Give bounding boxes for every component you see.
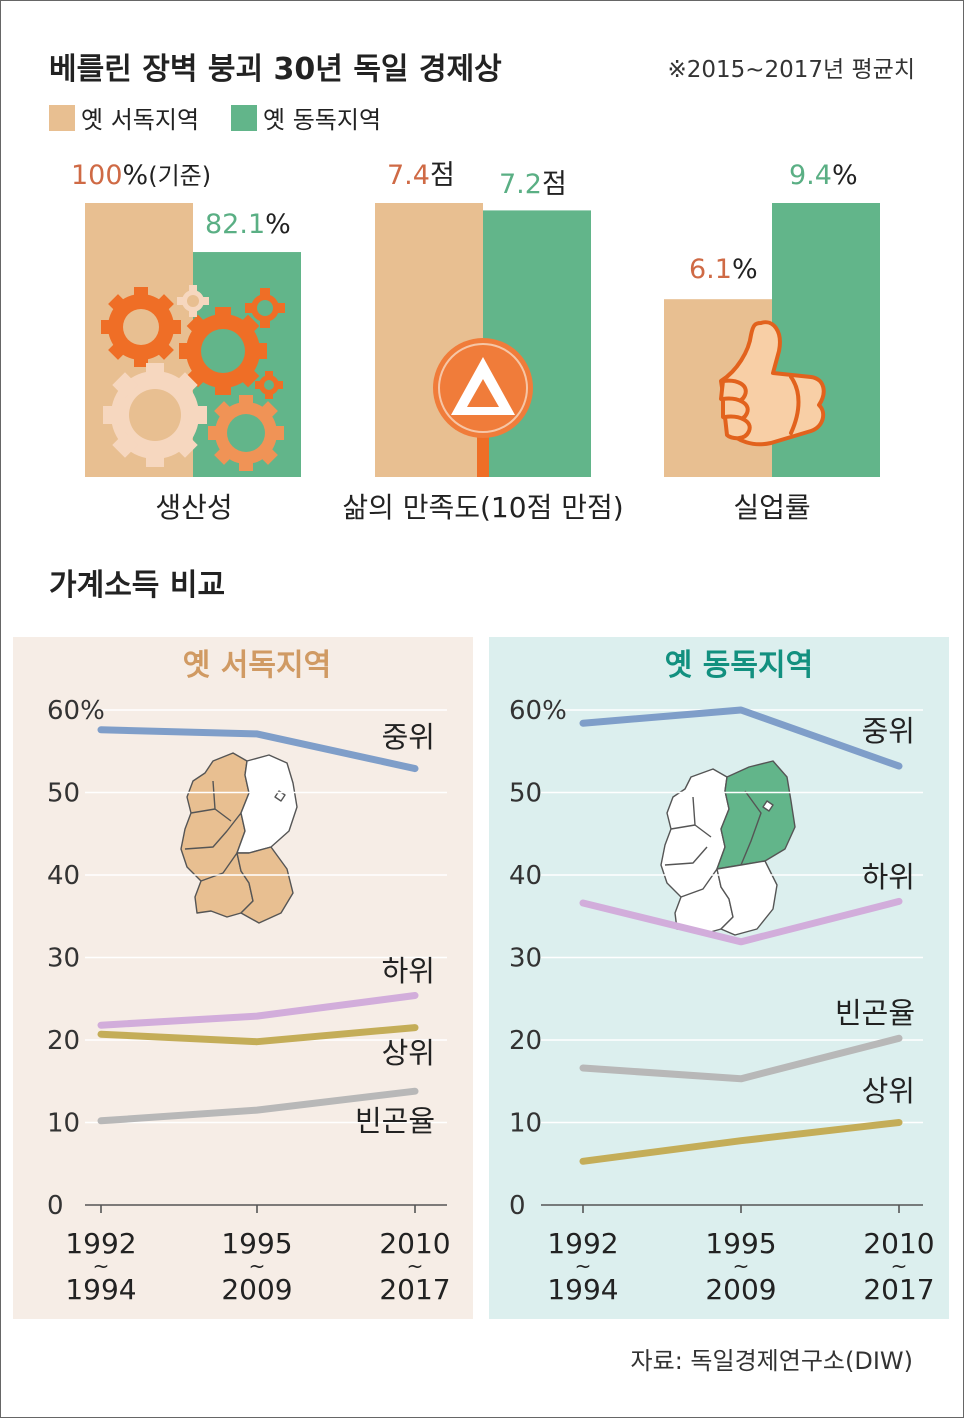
series-label-lower: 하위 bbox=[862, 860, 915, 894]
value-number-satisfaction-west: 7.4 bbox=[387, 160, 430, 191]
category-label-unemployment: 실업률 bbox=[733, 491, 810, 524]
series-line-median bbox=[579, 706, 903, 770]
germany-map-icon bbox=[180, 752, 298, 924]
value-unit-productivity-east: % bbox=[265, 209, 291, 240]
germany-map-icon bbox=[660, 760, 796, 936]
value-number-productivity-west: 100 bbox=[71, 160, 123, 191]
panel-west: 옛 서독지역 0 10 20 30 40 50 60% 1992 ~1994 1995 ~2009 2… bbox=[13, 637, 473, 1319]
legend-label-west: 옛 서독지역 bbox=[81, 106, 199, 134]
value-unit-satisfaction-west: 점 bbox=[430, 160, 455, 191]
series-label-poverty: 빈곤율 bbox=[355, 1104, 435, 1138]
bar-group-productivity: 100%(기준) 82.1% 생산성 bbox=[71, 160, 301, 524]
value-label-unemployment-west: 6.1% bbox=[689, 254, 758, 285]
series-line-lower bbox=[97, 992, 419, 1029]
bar-group-unemployment: 6.1% 9.4% 실업률 bbox=[664, 160, 880, 524]
panel-east-title: 옛 동독지역 bbox=[665, 648, 813, 683]
value-label-satisfaction-west: 7.4점 bbox=[387, 160, 455, 191]
value-label-satisfaction-east: 7.2점 bbox=[499, 169, 567, 200]
series-label-poverty: 빈곤율 bbox=[835, 996, 915, 1030]
panel-east: 옛 동독지역 0 10 20 30 40 50 60% 1992 ~1994 1995 ~2009 2… bbox=[489, 637, 949, 1319]
y-tick-label: 40 bbox=[47, 861, 80, 891]
y-tick-label: 60% bbox=[509, 696, 567, 726]
value-label-productivity-east: 82.1% bbox=[205, 209, 291, 240]
y-tick-label: 10 bbox=[47, 1109, 80, 1139]
x-tick-label: 1995 ~2009 bbox=[221, 1227, 292, 1306]
series-line-upper bbox=[97, 1024, 419, 1046]
series-line-lower bbox=[579, 897, 903, 946]
y-tick-label: 50 bbox=[47, 779, 80, 809]
legend-label-east: 옛 동독지역 bbox=[263, 106, 381, 134]
period-note: ※2015~2017년 평균치 bbox=[667, 57, 915, 83]
value-unit-unemployment-east: % bbox=[832, 160, 858, 191]
category-label-productivity: 생산성 bbox=[155, 491, 232, 524]
section-title-income: 가계소득 비교 bbox=[49, 568, 225, 603]
y-tick-label: 40 bbox=[509, 861, 542, 891]
source-note: 자료: 독일경제연구소(DIW) bbox=[631, 1347, 913, 1375]
y-tick-label: 0 bbox=[47, 1191, 64, 1221]
y-tick-label: 50 bbox=[509, 779, 542, 809]
x-tick-label: 1992 ~1994 bbox=[65, 1227, 136, 1306]
panel-west-title: 옛 서독지역 bbox=[183, 648, 331, 683]
thumbs-up-icon bbox=[719, 320, 826, 447]
gear-icon bbox=[101, 285, 285, 471]
bar-satisfaction-west bbox=[375, 203, 483, 477]
sign-icon bbox=[433, 338, 533, 477]
y-tick-label: 30 bbox=[509, 944, 542, 974]
value-label-productivity-west: 100%(기준) bbox=[71, 160, 211, 191]
y-tick-label: 20 bbox=[47, 1026, 80, 1056]
series-line-poverty bbox=[579, 1034, 903, 1083]
legend-swatch-east bbox=[231, 105, 257, 131]
axis-east: 0 10 20 30 40 50 60% 1992 ~1994 1995 ~2009 2010 ~201… bbox=[509, 696, 935, 1306]
value-suffix-productivity-west: (기준) bbox=[148, 162, 211, 190]
series-line-median bbox=[97, 726, 419, 773]
series-label-median: 중위 bbox=[862, 714, 915, 748]
legend: 옛 서독지역 옛 동독지역 bbox=[49, 105, 381, 134]
value-label-unemployment-east: 9.4% bbox=[789, 160, 858, 191]
value-unit-satisfaction-east: 점 bbox=[542, 169, 567, 200]
series-label-lower: 하위 bbox=[382, 954, 435, 988]
legend-swatch-west bbox=[49, 105, 75, 131]
value-number-unemployment-west: 6.1 bbox=[689, 254, 732, 285]
x-tick-label: 2010 ~2017 bbox=[379, 1227, 450, 1306]
y-tick-label: 30 bbox=[47, 944, 80, 974]
series-label-upper: 상위 bbox=[382, 1036, 435, 1070]
value-number-unemployment-east: 9.4 bbox=[789, 160, 832, 191]
y-tick-label: 20 bbox=[509, 1026, 542, 1056]
x-tick-label: 1992 ~1994 bbox=[547, 1227, 618, 1306]
page-title: 베를린 장벽 붕괴 30년 독일 경제상 bbox=[49, 52, 502, 87]
value-unit-productivity-west: % bbox=[123, 160, 149, 191]
series-label-median: 중위 bbox=[382, 720, 435, 754]
value-number-satisfaction-east: 7.2 bbox=[499, 169, 542, 200]
bar-group-life-satisfaction: 7.4점 7.2점 삶의 만족도(10점 만점) bbox=[342, 160, 623, 524]
series-line-upper bbox=[579, 1119, 903, 1165]
series-label-upper: 상위 bbox=[862, 1074, 915, 1108]
value-unit-unemployment-west: % bbox=[732, 254, 758, 285]
value-number-productivity-east: 82.1 bbox=[205, 209, 265, 240]
axis-west: 0 10 20 30 40 50 60% 1992 ~1994 1995 ~2009 2010 ~201… bbox=[47, 696, 451, 1306]
y-tick-label: 0 bbox=[509, 1191, 526, 1221]
category-label-satisfaction: 삶의 만족도(10점 만점) bbox=[342, 491, 623, 524]
x-tick-label: 2010 ~2017 bbox=[863, 1227, 934, 1306]
y-tick-label: 10 bbox=[509, 1109, 542, 1139]
x-tick-label: 1995 ~2009 bbox=[705, 1227, 776, 1306]
y-tick-label: 60% bbox=[47, 696, 105, 726]
series-line-poverty bbox=[97, 1087, 419, 1125]
